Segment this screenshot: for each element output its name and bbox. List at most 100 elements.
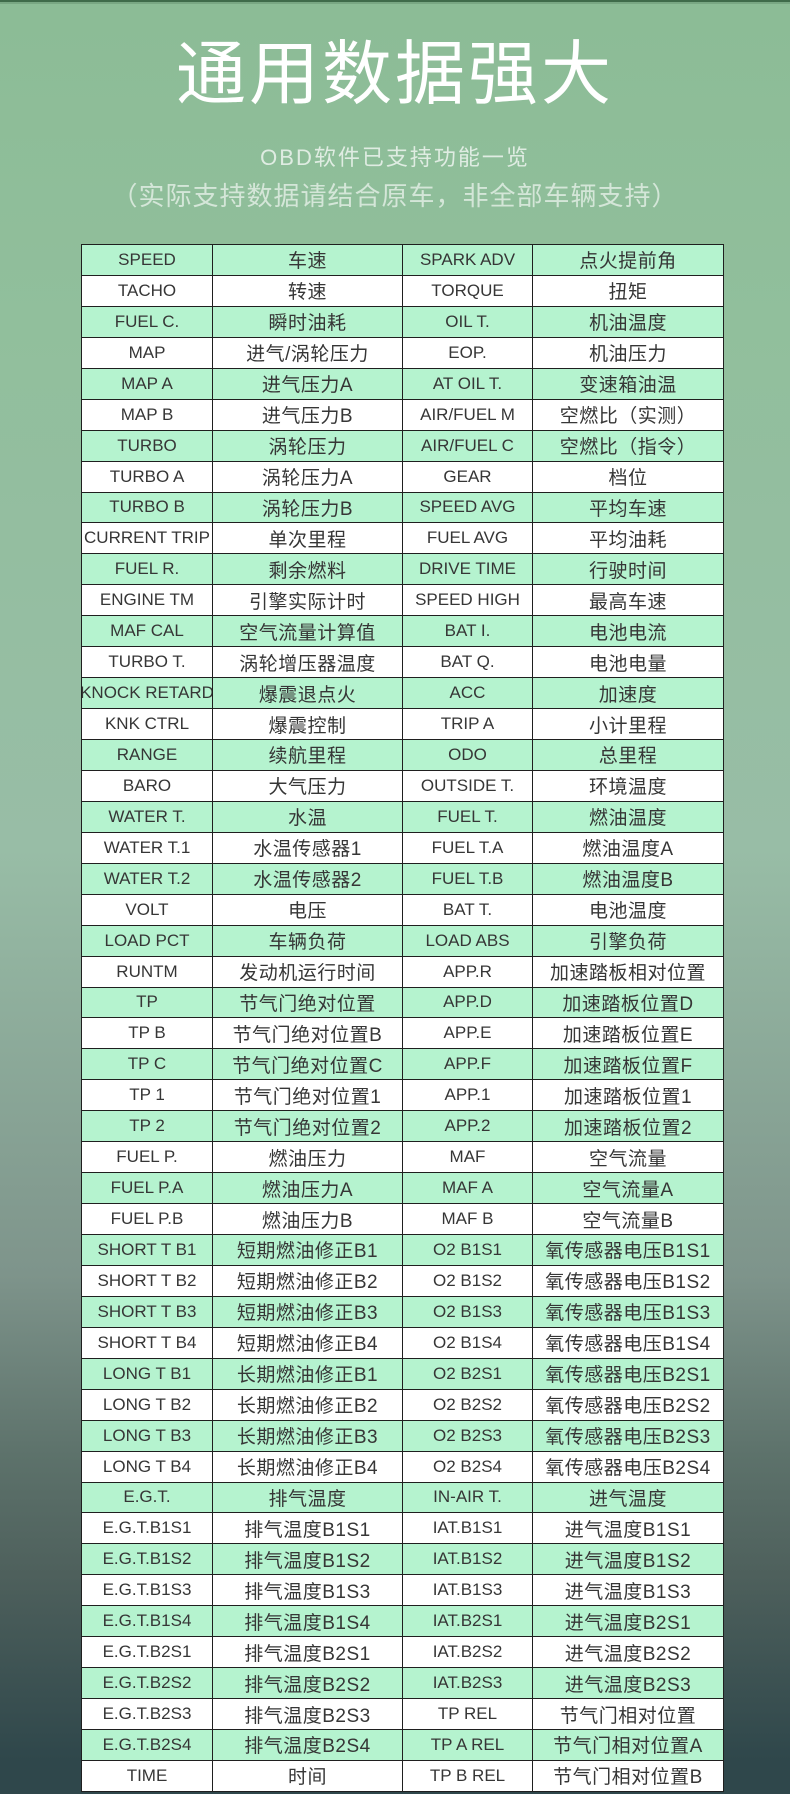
table-cell-pid-code-right: O2 B2S3 [403,1420,533,1452]
table-cell-chinese-name-right: 燃油温度 [533,801,724,833]
table-cell-pid-code-right: IAT.B2S1 [403,1606,533,1638]
table-cell-pid-code-left: TURBO B [82,492,213,524]
table-cell-pid-code-right: AIR/FUEL M [403,399,533,431]
table-cell-chinese-name-right: 氧传感器电压B1S2 [533,1265,724,1297]
subtitle-line-1: OBD软件已支持功能一览 [260,145,530,170]
table-cell-chinese-name-right: 进气温度 [533,1482,724,1514]
table-cell-chinese-name-right: 扭矩 [533,275,724,307]
table-cell-pid-code-left: TP 2 [82,1111,213,1143]
table-cell-chinese-name-right: 氧传感器电压B1S4 [533,1327,724,1359]
table-cell-chinese-name-left: 节气门绝对位置B [213,1018,403,1050]
table-cell-chinese-name-left: 长期燃油修正B4 [213,1451,403,1483]
table-cell-pid-code-left: LONG T B1 [82,1358,213,1390]
table-cell-chinese-name-right: 机油压力 [533,337,724,369]
table-cell-pid-code-right: MAF A [403,1173,533,1205]
table-cell-chinese-name-right: 加速踏板位置1 [533,1080,724,1112]
table-cell-pid-code-left: E.G.T.B2S3 [82,1699,213,1730]
table-cell-pid-code-left: TP C [82,1049,213,1081]
table-cell-chinese-name-right: 空燃比（实测） [533,399,724,431]
table-cell-pid-code-left: RUNTM [82,956,213,988]
table-cell-chinese-name-right: 氧传感器电压B1S1 [533,1235,724,1266]
table-cell-pid-code-right: AIR/FUEL C [403,430,533,462]
table-cell-chinese-name-left: 电压 [213,894,403,926]
top-strip-dark [0,0,790,2]
table-cell-pid-code-left: SHORT T B1 [82,1235,213,1266]
table-cell-pid-code-left: TIME [82,1760,213,1792]
table-cell-chinese-name-left: 排气温度B2S4 [213,1730,403,1761]
table-cell-chinese-name-right: 小计里程 [533,709,724,740]
table-cell-chinese-name-left: 燃油压力A [213,1173,403,1205]
table-cell-chinese-name-left: 短期燃油修正B4 [213,1327,403,1359]
table-cell-pid-code-right: O2 B1S1 [403,1235,533,1266]
table-cell-chinese-name-left: 续航里程 [213,740,403,771]
table-cell-chinese-name-left: 引擎实际计时 [213,585,403,617]
header: 通用数据强大 OBD软件已支持功能一览 （实际支持数据请结合原车，非全部车辆支持… [0,0,790,211]
table-cell-pid-code-right: GEAR [403,461,533,493]
table-cell-pid-code-right: APP.R [403,956,533,988]
table-cell-pid-code-left: TURBO [82,430,213,462]
table-cell-chinese-name-right: 加速踏板位置F [533,1049,724,1081]
table-cell-pid-code-right: APP.2 [403,1111,533,1143]
table-cell-chinese-name-right: 节气门相对位置B [533,1760,724,1792]
table-cell-chinese-name-left: 排气温度B1S4 [213,1606,403,1638]
table-cell-pid-code-right: FUEL T.A [403,832,533,864]
table-cell-pid-code-right: APP.E [403,1018,533,1050]
table-cell-pid-code-left: E.G.T.B2S2 [82,1668,213,1700]
table-cell-chinese-name-left: 爆震退点火 [213,678,403,710]
table-cell-pid-code-right: IN-AIR T. [403,1482,533,1514]
table-cell-chinese-name-left: 排气温度B2S1 [213,1637,403,1669]
table-cell-pid-code-right: FUEL T.B [403,863,533,895]
table-cell-chinese-name-right: 平均车速 [533,492,724,524]
table-cell-pid-code-right: IAT.B2S3 [403,1668,533,1700]
table-cell-chinese-name-left: 短期燃油修正B1 [213,1235,403,1266]
table-cell-pid-code-left: FUEL P. [82,1142,213,1174]
table-cell-pid-code-right: BAT T. [403,894,533,926]
table-cell-pid-code-right: ODO [403,740,533,771]
table-cell-chinese-name-left: 燃油压力B [213,1204,403,1235]
table-cell-pid-code-right: SPEED AVG [403,492,533,524]
table-cell-pid-code-right: TRIP A [403,709,533,740]
table-cell-pid-code-right: IAT.B1S3 [403,1575,533,1607]
table-cell-chinese-name-right: 进气温度B2S3 [533,1668,724,1700]
table-cell-pid-code-right: APP.F [403,1049,533,1081]
table-cell-pid-code-left: CURRENT TRIP [82,523,213,555]
table-cell-chinese-name-right: 氧传感器电压B2S4 [533,1451,724,1483]
table-cell-pid-code-right: FUEL T. [403,801,533,833]
table-cell-pid-code-right: SPARK ADV [403,245,533,276]
table-cell-chinese-name-right: 加速踏板位置E [533,1018,724,1050]
table-cell-chinese-name-right: 氧传感器电压B2S2 [533,1389,724,1421]
table-cell-chinese-name-right: 环境温度 [533,770,724,802]
table-cell-pid-code-left: FUEL R. [82,554,213,586]
table-cell-pid-code-right: O2 B2S1 [403,1358,533,1390]
table-cell-chinese-name-left: 爆震控制 [213,709,403,740]
table-cell-chinese-name-left: 节气门绝对位置2 [213,1111,403,1143]
table-cell-chinese-name-left: 进气压力A [213,368,403,400]
table-cell-pid-code-left: E.G.T. [82,1482,213,1514]
table-cell-chinese-name-right: 燃油温度B [533,863,724,895]
obd-data-table: SPEED 车速 SPARK ADV 点火提前角 TACHO 转速 TORQUE 扭矩 FUEL… [81,244,724,1792]
table-cell-chinese-name-right: 空燃比（指令） [533,430,724,462]
table-cell-chinese-name-right: 氧传感器电压B1S3 [533,1296,724,1328]
table-cell-pid-code-right: LOAD ABS [403,925,533,957]
table-cell-chinese-name-right: 节气门相对位置 [533,1699,724,1730]
table-cell-pid-code-right: TP A REL [403,1730,533,1761]
table-cell-chinese-name-right: 氧传感器电压B2S1 [533,1358,724,1390]
table-cell-chinese-name-left: 排气温度B2S2 [213,1668,403,1700]
table-cell-chinese-name-left: 涡轮增压器温度 [213,647,403,679]
table-cell-pid-code-right: O2 B1S4 [403,1327,533,1359]
table-cell-pid-code-left: LONG T B3 [82,1420,213,1452]
table-cell-chinese-name-right: 进气温度B1S1 [533,1513,724,1545]
table-cell-chinese-name-right: 平均油耗 [533,523,724,555]
table-cell-pid-code-left: VOLT [82,894,213,926]
table-cell-chinese-name-right: 进气温度B2S1 [533,1606,724,1638]
table-cell-chinese-name-left: 时间 [213,1760,403,1792]
table-cell-chinese-name-right: 行驶时间 [533,554,724,586]
table-cell-pid-code-right: TP REL [403,1699,533,1730]
table-cell-pid-code-left: E.G.T.B1S3 [82,1575,213,1607]
table-cell-chinese-name-right: 加速度 [533,678,724,710]
table-cell-pid-code-left: BARO [82,770,213,802]
table-cell-pid-code-left: E.G.T.B2S4 [82,1730,213,1761]
table-cell-pid-code-left: SPEED [82,245,213,276]
table-cell-pid-code-left: RANGE [82,740,213,771]
